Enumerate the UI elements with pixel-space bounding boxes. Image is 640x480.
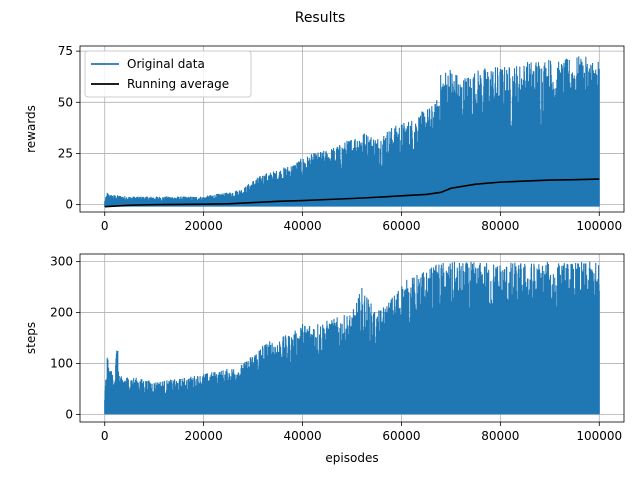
steps-ylabel: steps xyxy=(24,322,38,354)
legend-entry-1: Running average xyxy=(127,77,229,91)
rewards-xtick-label-5: 100000 xyxy=(576,219,622,233)
rewards-xtick-label-2: 40000 xyxy=(283,219,321,233)
steps-xtick-label-5: 100000 xyxy=(576,429,622,443)
steps-axes-frame xyxy=(79,253,625,423)
steps-ytick-label-3: 300 xyxy=(50,255,73,269)
steps-xtick-label-0: 0 xyxy=(101,429,109,443)
steps-original-data-series xyxy=(104,261,600,415)
steps-xtick-label-4: 80000 xyxy=(481,429,519,443)
steps-xtick-label-3: 60000 xyxy=(382,429,420,443)
steps-xtick-label-1: 20000 xyxy=(185,429,223,443)
rewards-axes-frame xyxy=(79,45,625,213)
rewards-ytick-label-0: 0 xyxy=(65,198,73,212)
legend: Original data Running average xyxy=(84,50,252,98)
rewards-ytick-label-1: 25 xyxy=(58,146,73,160)
steps-xtick-label-2: 40000 xyxy=(283,429,321,443)
steps-subplot: 0 20000 40000 60000 80000 100000 0 100 200 300 ste… xyxy=(24,253,625,465)
steps-ytick-label-0: 0 xyxy=(65,407,73,421)
legend-entry-0: Original data xyxy=(127,57,205,71)
steps-xlabel: episodes xyxy=(325,451,378,465)
rewards-xtick-label-0: 0 xyxy=(101,219,109,233)
rewards-xtick-label-4: 80000 xyxy=(481,219,519,233)
rewards-xtick-label-3: 60000 xyxy=(382,219,420,233)
rewards-running-average-line xyxy=(104,178,600,208)
legend-box xyxy=(84,50,252,98)
rewards-xtick-label-1: 20000 xyxy=(185,219,223,233)
steps-ytick-label-2: 200 xyxy=(50,306,73,320)
steps-ytick-label-1: 100 xyxy=(50,356,73,370)
rewards-original-data-series xyxy=(104,56,600,207)
rewards-subplot: 0 20000 40000 60000 80000 100000 0 25 50 75 reward… xyxy=(24,44,625,233)
rewards-ylabel: rewards xyxy=(24,105,38,153)
rewards-ytick-label-2: 50 xyxy=(58,95,73,109)
rewards-ytick-label-3: 75 xyxy=(58,44,73,58)
figure-title: Results xyxy=(295,10,346,26)
